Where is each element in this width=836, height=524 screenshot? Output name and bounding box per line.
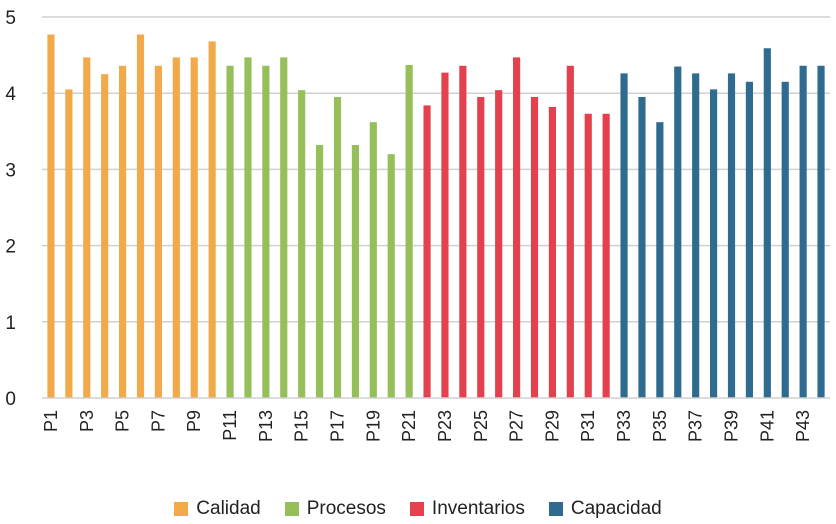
bar-P9: [190, 57, 198, 399]
bar-P44: [817, 65, 825, 398]
bar-P38: [710, 89, 718, 398]
bar-P14: [280, 57, 288, 399]
legend-item-inventarios: Inventarios: [409, 498, 525, 520]
x-tick-label: P19: [363, 410, 383, 442]
legend: Calidad Procesos Inventarios Capacidad: [0, 494, 836, 524]
bar-chart: 0 1 2 3 4 5 P1 P3 P5 P7 P9 P11 P13 P15 P17 P19 P21 P23 P2…: [5, 8, 830, 442]
bar-P26: [495, 90, 503, 398]
x-tick-label: P21: [399, 410, 419, 442]
bar-P6: [136, 34, 145, 398]
bar-P24: [459, 65, 467, 398]
x-tick-label: P25: [471, 410, 491, 442]
legend-label: Capacidad: [570, 498, 662, 519]
legend-label: Calidad: [196, 498, 261, 519]
x-tick-label: P5: [113, 410, 133, 432]
x-tick-label: P37: [686, 410, 706, 442]
x-tick-label: P31: [578, 410, 598, 442]
x-tick-label: P11: [220, 410, 240, 441]
bar-P7: [154, 65, 162, 398]
y-tick-label: 1: [5, 313, 16, 334]
bar-P29: [548, 106, 556, 398]
bar-P32: [602, 113, 610, 399]
bar-P33: [620, 73, 628, 398]
legend-item-procesos: Procesos: [284, 498, 386, 520]
bar-P39: [727, 73, 736, 398]
bar-P42: [781, 81, 789, 399]
bar-P43: [799, 65, 807, 398]
bar-P22: [423, 105, 431, 398]
y-tick-label: 2: [5, 237, 16, 258]
bar-P35: [656, 122, 664, 398]
x-tick-label: P27: [507, 410, 527, 442]
legend-label: Procesos: [306, 498, 386, 519]
x-tick-label: P43: [793, 410, 813, 442]
bar-P40: [745, 81, 753, 399]
bar-P37: [692, 73, 700, 398]
legend-swatch: [548, 502, 563, 516]
legend-swatch: [409, 502, 424, 516]
x-tick-label: P29: [542, 410, 562, 442]
bar-P21: [405, 65, 413, 399]
bar-P17: [333, 97, 342, 398]
bar-P27: [513, 57, 521, 399]
bar-P5: [119, 65, 127, 398]
bar-P15: [298, 90, 306, 398]
y-axis-ticks: 0 1 2 3 4 5: [5, 8, 16, 410]
legend-swatch: [174, 502, 189, 516]
bar-P41: [763, 48, 771, 398]
bar-P3: [83, 57, 91, 399]
legend-item-capacidad: Capacidad: [548, 498, 662, 520]
x-tick-label: P13: [256, 410, 276, 442]
x-tick-label: P3: [77, 410, 97, 432]
bar-P23: [441, 72, 449, 398]
x-tick-label: P33: [614, 410, 634, 442]
bar-P12: [244, 57, 252, 399]
y-tick-label: 4: [5, 84, 16, 105]
y-tick-label: 3: [5, 160, 16, 181]
bar-P4: [101, 74, 109, 399]
y-tick-label: 5: [5, 8, 16, 29]
x-tick-label: P1: [41, 410, 61, 432]
x-tick-label: P23: [435, 410, 455, 442]
x-tick-label: P15: [292, 410, 312, 442]
legend-label: Inventarios: [431, 498, 525, 519]
bar-P36: [674, 66, 682, 398]
bar-P10: [208, 41, 216, 398]
x-axis-ticks: P1 P3 P5 P7 P9 P11 P13 P15 P17 P19 P21 P23 P25 P27 P29…: [41, 410, 813, 442]
x-tick-label: P41: [757, 410, 777, 442]
bars: [47, 34, 825, 399]
bar-P20: [387, 154, 395, 398]
bar-P31: [584, 113, 592, 399]
x-tick-label: P7: [148, 410, 168, 432]
bar-P1: [47, 34, 55, 398]
legend-item-calidad: Calidad: [174, 498, 261, 520]
x-tick-label: P17: [328, 410, 348, 442]
bar-P16: [316, 145, 324, 398]
bar-P25: [477, 97, 485, 398]
bar-P30: [566, 65, 574, 398]
x-tick-label: P39: [722, 410, 742, 442]
legend-swatch: [284, 502, 299, 516]
bar-P34: [638, 97, 646, 398]
bar-P13: [262, 65, 270, 398]
x-tick-label: P35: [650, 410, 670, 442]
bar-P2: [65, 89, 73, 398]
bar-P18: [351, 145, 359, 398]
bar-P28: [530, 97, 539, 398]
x-tick-label: P9: [184, 410, 204, 432]
bar-P19: [369, 122, 377, 398]
y-tick-label: 0: [5, 389, 16, 410]
bar-P11: [226, 65, 234, 398]
bar-P8: [172, 57, 180, 399]
